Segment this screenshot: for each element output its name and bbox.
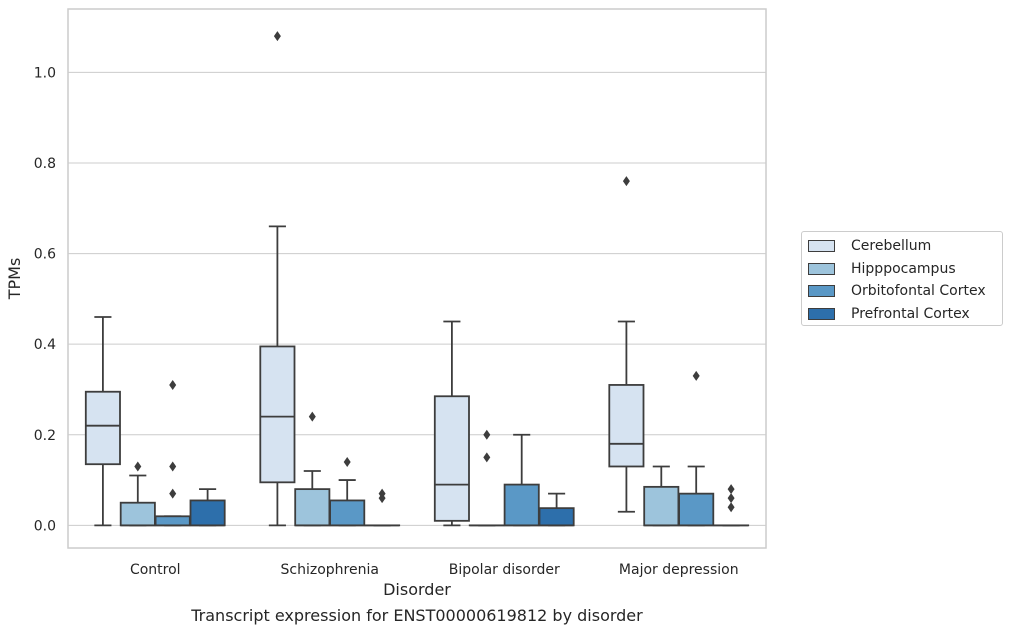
x-tick-label: Major depression [619,562,739,578]
box [189,499,226,527]
legend-swatch-prefrontal [808,307,835,320]
outlier-point [169,379,177,390]
chart-caption: Transcript expression for ENST0000061981… [191,606,643,625]
legend-item-orbitofrontal: Orbitofontal Cortex [808,280,1002,303]
outlier-point [169,488,177,499]
y-tick-label: 0.6 [34,247,56,263]
box [608,384,645,468]
legend-item-cerebellum: Cerebellum [808,235,1002,258]
x-tick-label: Bipolar disorder [449,562,560,578]
legend-item-prefrontal: Prefrontal Cortex [808,303,1002,326]
box [259,345,296,484]
x-tick-label: Control [130,562,181,578]
outlier-point [727,484,735,495]
outlier-point [169,461,177,472]
legend-swatch-cerebellum [808,240,835,253]
outlier-point [343,456,351,467]
y-tick-label: 0.8 [34,156,56,172]
outlier-point [378,488,386,499]
outlier-point [273,31,281,42]
outlier-point [483,452,491,463]
y-axis-label: TPMs [5,258,24,301]
outlier-point [727,502,735,513]
outlier-point [134,461,142,472]
x-tick-label: Schizophrenia [281,562,379,578]
box [329,499,366,527]
legend-label-orbitofrontal: Orbitofontal Cortex [851,283,986,300]
box [119,501,156,527]
x-axis-label: Disorder [383,580,451,599]
box [643,485,680,527]
box [503,483,540,527]
legend-label-hippocampus: Hipppocampus [851,260,956,277]
plot-frame [67,8,767,549]
legend-swatch-hippocampus [808,262,835,275]
box [294,488,331,527]
y-tick-label: 0.2 [34,428,56,444]
y-tick-label: 0.0 [34,518,56,534]
legend-swatch-orbitofrontal [808,285,835,298]
legend-label-prefrontal: Prefrontal Cortex [851,305,970,322]
legend: Cerebellum Hipppocampus Orbitofontal Cor… [801,231,1003,326]
outlier-point [483,429,491,440]
y-tick-label: 1.0 [34,65,56,81]
outlier-point [727,493,735,504]
legend-item-hippocampus: Hipppocampus [808,258,1002,281]
box [538,507,575,527]
outlier-point [308,411,316,422]
box [84,390,121,466]
box [154,515,191,527]
outlier-point [692,370,700,381]
box [433,395,470,522]
box [678,492,715,527]
outlier-point [622,176,630,187]
legend-label-cerebellum: Cerebellum [851,238,932,255]
y-tick-label: 0.4 [34,337,56,353]
